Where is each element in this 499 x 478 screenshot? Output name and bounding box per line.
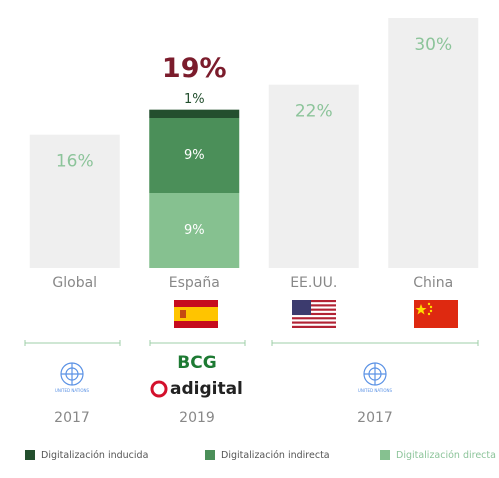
bar-segment — [149, 118, 240, 193]
value-label: 9% — [184, 223, 205, 238]
legend-label: Digitalización inducida — [41, 450, 148, 461]
legend-swatch — [380, 450, 390, 460]
source-org: UNITED NATIONS — [358, 388, 393, 393]
source-org: adigital — [170, 379, 243, 399]
adigital-logo — [150, 380, 168, 398]
bar-segment — [149, 109, 240, 118]
bar-segment — [388, 18, 479, 268]
x-tick-label: Global — [52, 275, 97, 291]
legend-label: Digitalización directa — [396, 450, 496, 461]
bar-segment — [29, 134, 120, 268]
source-year: 2017 — [54, 410, 90, 426]
x-tick-label: China — [413, 275, 453, 291]
un-logo — [60, 362, 84, 386]
legend-label: Digitalización indirecta — [221, 450, 330, 461]
un-logo — [363, 362, 387, 386]
total-label: 19% — [162, 53, 227, 84]
value-label: 1% — [184, 92, 205, 107]
source-year: 2019 — [179, 410, 215, 426]
bar-segment — [149, 193, 240, 268]
legend-swatch — [25, 450, 35, 460]
value-label: 30% — [414, 35, 452, 55]
value-label: 9% — [184, 148, 205, 163]
x-tick-label: EE.UU. — [290, 275, 337, 291]
source-year: 2017 — [357, 410, 393, 426]
flag-usa — [292, 300, 336, 328]
x-tick-label: España — [169, 275, 220, 291]
value-label: 22% — [295, 102, 333, 122]
flag-china — [414, 300, 458, 328]
bar-segment — [268, 84, 359, 269]
legend-swatch — [205, 450, 215, 460]
source-org: BCG — [177, 353, 216, 373]
source-brackets — [24, 340, 479, 346]
flag-spain — [174, 300, 218, 328]
source-org: UNITED NATIONS — [55, 388, 90, 393]
value-label: 16% — [56, 152, 94, 172]
